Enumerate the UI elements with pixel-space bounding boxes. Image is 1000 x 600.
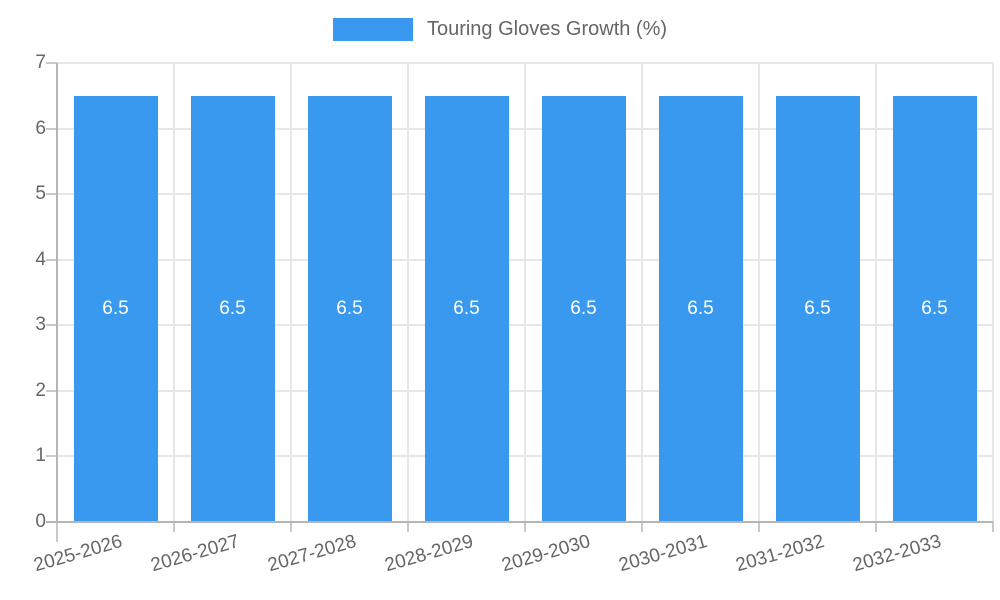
y-tick-label: 0 [35,511,46,532]
x-tick-label: 2029-2030 [499,531,593,577]
gridline-vertical [290,63,292,522]
bar-2026-2027[interactable]: 6.5 [190,95,275,522]
gridline-vertical [641,63,643,522]
y-axis-tick [46,127,57,130]
bar-2025-2026[interactable]: 6.5 [73,95,158,522]
y-axis-tick [46,389,57,392]
x-axis-line [46,521,993,523]
bar-value-label: 6.5 [570,297,597,319]
y-tick-label: 1 [35,445,46,467]
x-axis-tick [173,522,175,532]
legend-label: Touring Gloves Growth (%) [426,18,668,40]
x-tick-label: 2030-2031 [616,531,710,577]
y-axis-line [56,63,58,522]
x-axis-tick-labels: 2025-2026 2026-2027 2027-2028 2028-2029 2029… [31,522,993,600]
gridline-vertical [758,63,760,522]
y-tick-label: 7 [35,52,46,73]
legend-swatch [332,18,413,41]
x-tick-label: 2028-2029 [382,531,476,577]
x-axis-tick [641,522,643,532]
x-axis-tick [758,522,760,532]
plot-area: 6.5 6.5 6.5 6.5 6.5 6.5 6.5 6.5 [46,62,994,542]
y-tick-label: 5 [35,183,46,205]
y-axis-tick [46,324,57,327]
y-axis-tick [46,455,57,458]
bar-2028-2029[interactable]: 6.5 [424,95,509,522]
y-tick-label: 2 [35,379,46,401]
x-tick-label: 2032-2033 [850,531,944,577]
x-axis-tick [992,522,994,532]
x-tick-label: 2025-2026 [31,531,125,577]
y-axis-tick-labels: 0 1 2 3 4 5 6 7 [0,52,46,532]
bar-2029-2030[interactable]: 6.5 [541,95,626,522]
x-tick-label: 2027-2028 [265,531,359,577]
y-tick-label: 3 [35,314,46,336]
bar-2031-2032[interactable]: 6.5 [775,95,860,522]
x-tick-label: 2026-2027 [148,531,242,577]
y-tick-label: 6 [35,117,46,139]
bar-value-label: 6.5 [102,297,129,319]
bar-value-label: 6.5 [921,297,948,319]
x-axis-tick [875,522,877,532]
bar-2027-2028[interactable]: 6.5 [307,95,392,522]
bar-value-label: 6.5 [336,297,363,319]
legend[interactable]: Touring Gloves Growth (%) [0,18,1000,41]
x-axis-tick [290,522,292,532]
bar-value-label: 6.5 [219,297,246,319]
bar-value-label: 6.5 [453,297,480,319]
gridline-vertical [173,63,175,522]
bar-value-label: 6.5 [687,297,714,319]
gridline-vertical [407,63,409,522]
y-axis-tick [46,258,57,261]
y-tick-label: 4 [35,248,46,270]
bar-value-label: 6.5 [804,297,831,319]
gridline-vertical [875,63,877,522]
y-axis-tick [46,62,57,64]
y-axis-tick [46,193,57,196]
bar-2030-2031[interactable]: 6.5 [658,95,743,522]
x-axis-tick [56,522,58,542]
gridline-vertical [992,63,994,522]
x-axis-tick [524,522,526,532]
x-tick-label: 2031-2032 [733,531,827,577]
x-axis-tick [407,522,409,532]
gridline-vertical [524,63,526,522]
bar-2032-2033[interactable]: 6.5 [892,95,977,522]
